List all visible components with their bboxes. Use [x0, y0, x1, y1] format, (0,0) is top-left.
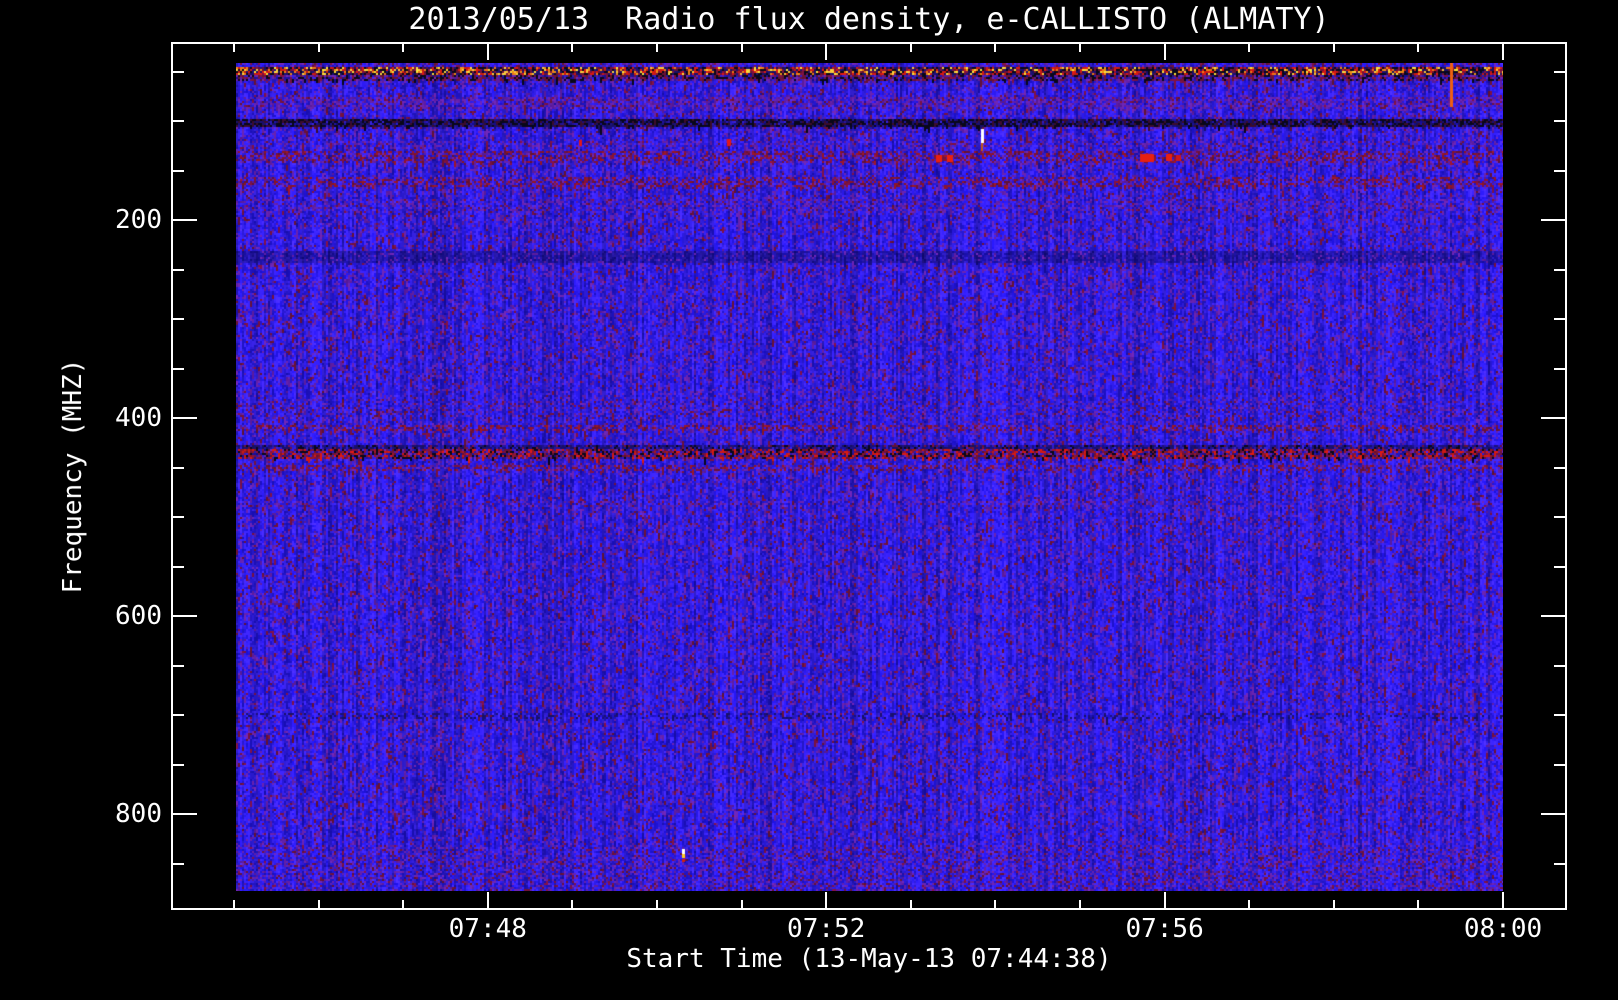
- y-major-tick: [171, 417, 197, 419]
- y-tick-label: 600: [115, 601, 162, 631]
- x-minor-tick: [317, 900, 320, 908]
- x-minor-tick: [1332, 900, 1335, 908]
- x-minor-tick: [402, 44, 405, 52]
- x-minor-tick: [1417, 900, 1420, 908]
- x-tick-label: 07:48: [448, 914, 527, 944]
- y-minor-tick: [1554, 763, 1567, 766]
- y-major-tick: [1541, 417, 1567, 419]
- x-minor-tick: [994, 44, 997, 52]
- y-tick-label: 400: [115, 403, 162, 433]
- y-minor-tick: [171, 318, 184, 320]
- y-minor-tick: [1554, 318, 1567, 320]
- y-minor-tick: [171, 367, 184, 370]
- y-minor-tick: [171, 862, 184, 865]
- y-minor-tick: [171, 565, 184, 568]
- x-minor-tick: [909, 44, 912, 52]
- x-minor-tick: [317, 44, 320, 52]
- x-minor-tick: [909, 900, 912, 908]
- x-minor-tick: [994, 900, 997, 908]
- y-minor-tick: [171, 466, 184, 469]
- plot-frame: [171, 42, 1567, 910]
- y-minor-tick: [171, 763, 184, 766]
- y-tick-label: 800: [115, 799, 162, 829]
- x-minor-tick: [656, 900, 658, 908]
- y-minor-tick: [171, 516, 184, 518]
- x-minor-tick: [233, 44, 235, 52]
- plot-title: 2013/05/13 Radio flux density, e-CALLIST…: [408, 2, 1330, 37]
- x-major-tick: [486, 44, 489, 60]
- y-major-tick: [171, 219, 197, 221]
- x-minor-tick: [571, 900, 574, 908]
- x-major-tick: [1502, 892, 1504, 908]
- x-major-tick: [1163, 44, 1166, 60]
- y-minor-tick: [1554, 367, 1567, 370]
- y-minor-tick: [1554, 862, 1567, 865]
- y-major-tick: [1541, 813, 1567, 815]
- x-axis-label: Start Time (13-May-13 07:44:38): [626, 944, 1112, 974]
- y-minor-tick: [171, 169, 184, 172]
- x-minor-tick: [1417, 44, 1420, 52]
- x-minor-tick: [1079, 44, 1081, 52]
- x-major-tick: [486, 892, 489, 908]
- y-minor-tick: [1554, 714, 1567, 716]
- x-minor-tick: [233, 900, 235, 908]
- y-major-tick: [171, 615, 197, 617]
- y-minor-tick: [1554, 70, 1567, 73]
- x-major-tick: [825, 892, 828, 908]
- x-minor-tick: [740, 44, 743, 52]
- x-tick-label: 08:00: [1463, 914, 1543, 944]
- x-minor-tick: [1248, 44, 1251, 52]
- x-major-tick: [1502, 44, 1504, 60]
- y-major-tick: [1541, 219, 1567, 221]
- y-minor-tick: [1554, 268, 1567, 271]
- y-minor-tick: [171, 268, 184, 271]
- y-major-tick: [171, 813, 197, 815]
- x-major-tick: [825, 44, 828, 60]
- y-minor-tick: [1554, 664, 1567, 667]
- x-minor-tick: [1248, 900, 1251, 908]
- y-minor-tick: [171, 120, 184, 122]
- y-minor-tick: [1554, 169, 1567, 172]
- y-minor-tick: [171, 70, 184, 73]
- x-minor-tick: [740, 900, 743, 908]
- y-minor-tick: [171, 664, 184, 667]
- y-minor-tick: [1554, 565, 1567, 568]
- x-minor-tick: [1079, 900, 1081, 908]
- spectrogram-canvas: [236, 63, 1503, 891]
- x-major-tick: [1163, 892, 1166, 908]
- y-major-tick: [1541, 615, 1567, 617]
- y-tick-label: 200: [115, 205, 162, 235]
- y-minor-tick: [1554, 516, 1567, 518]
- y-axis-label: Frequency (MHZ): [58, 358, 88, 594]
- y-minor-tick: [1554, 466, 1567, 469]
- y-minor-tick: [1554, 120, 1567, 122]
- x-minor-tick: [571, 44, 574, 52]
- x-tick-label: 07:56: [1125, 914, 1204, 944]
- x-minor-tick: [1332, 44, 1335, 52]
- x-tick-label: 07:52: [787, 914, 866, 944]
- x-minor-tick: [402, 900, 405, 908]
- x-minor-tick: [656, 44, 658, 52]
- y-minor-tick: [171, 714, 184, 716]
